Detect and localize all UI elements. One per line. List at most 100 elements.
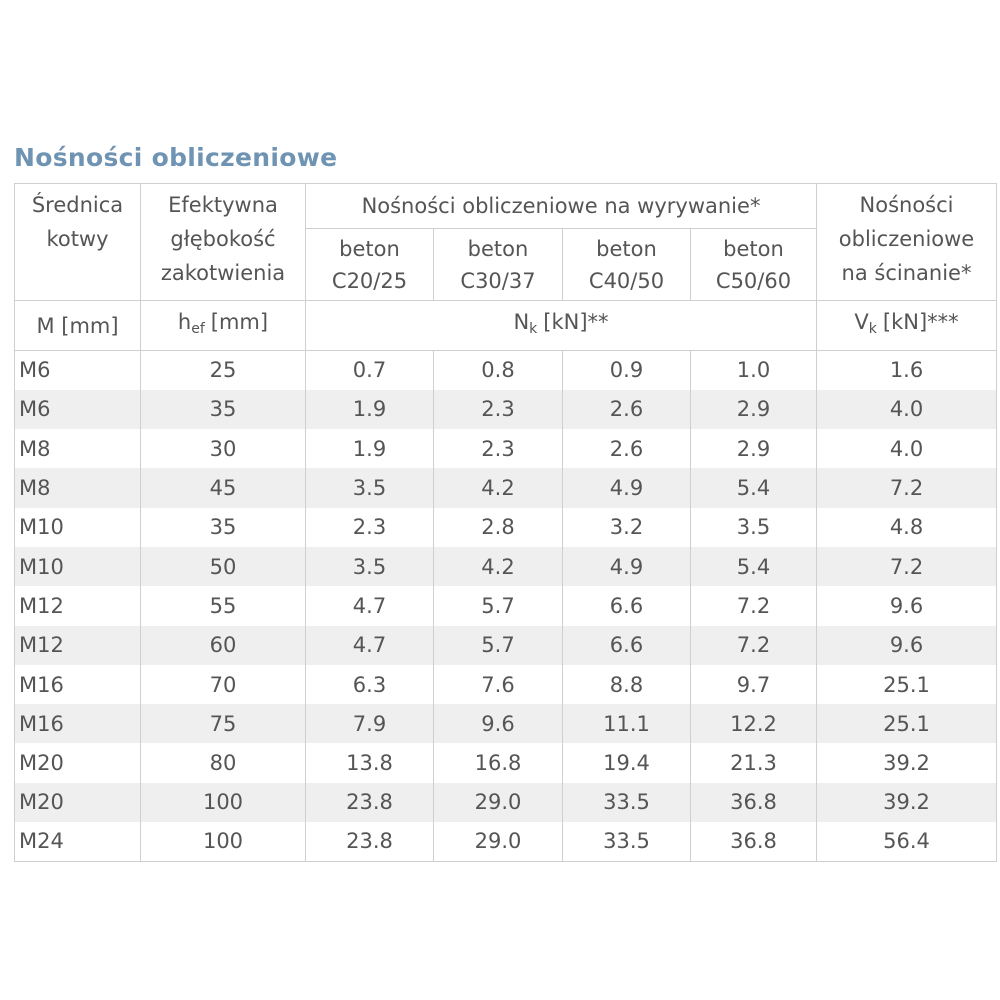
unit-text: M [mm] [36,313,119,338]
table-cell: 4.9 [562,468,691,508]
header-cell: beton C40/50 [562,228,691,301]
header-text: głębokość [170,227,276,251]
table-cell: 33.5 [562,782,691,823]
table-cell: 5.7 [433,586,563,626]
header-cell: Nośności obliczeniowe na ścinanie* [816,183,998,301]
table-cell: 4.2 [433,468,563,508]
table-cell: 7.2 [689,586,818,626]
unit-symbol: N [513,310,530,334]
table-cell: 29.0 [433,822,563,862]
table-cell: 7.2 [689,625,818,665]
table-cell: 4.0 [816,429,998,469]
table-cell: 1.0 [689,350,818,390]
table-cell: 5.7 [433,625,563,665]
table-cell: 0.9 [562,350,691,390]
header-text: Efektywna [168,193,278,217]
header-text: kotwy [46,227,109,251]
table-cell: 9.6 [816,586,998,626]
table-cell: 29.0 [433,782,563,823]
table-cell: 45 [140,468,306,508]
unit-cell: hef [mm] [140,300,306,351]
unit-cell: Nk [kN]** [304,300,818,351]
table-cell: 23.8 [305,822,434,862]
unit-subscript: ef [191,321,205,337]
unit-text: [kN]*** [882,310,959,334]
header-row: Średnica kotwy Efektywna głębokość zakotwie… [14,183,998,301]
table-cell: M8 [14,429,141,469]
header-text: C40/50 [588,268,665,293]
table-cell: 55 [140,586,306,626]
table-cell: 4.8 [816,507,998,547]
table-cell: 25.1 [816,704,998,744]
table-cell: 1.9 [305,389,434,430]
capacity-table: Średnica kotwy Efektywna głębokość zakotwie… [14,183,998,862]
table-cell: 12.2 [689,704,818,744]
table-cell: 6.3 [305,664,434,705]
table-cell: 70 [140,664,306,705]
table-cell: 60 [140,625,306,665]
table-cell: 7.2 [816,546,998,587]
table-head: Średnica kotwy Efektywna głębokość zakotwie… [14,183,998,351]
table-cell: 2.9 [689,389,818,430]
table-cell: 2.8 [433,507,563,547]
table-cell: 2.6 [562,389,691,430]
table-row: M10 35 2.3 2.8 3.2 3.5 4.8 [14,507,998,547]
table-cell: 4.7 [305,625,434,665]
table-row: M20 80 13.8 16.8 19.4 21.3 39.2 [14,743,998,783]
table-cell: 7.6 [433,664,563,705]
table-cell: 3.5 [689,507,818,547]
header-cell: beton C20/25 [305,228,434,301]
table-cell: 7.9 [305,704,434,744]
table-cell: 4.7 [305,586,434,626]
table-row: M12 55 4.7 5.7 6.6 7.2 9.6 [14,586,998,626]
table-cell: 6.6 [562,586,691,626]
unit-cell: M [mm] [14,300,141,351]
table-cell: M12 [14,586,141,626]
table-row: M10 50 3.5 4.2 4.9 5.4 7.2 [14,546,998,587]
table-cell: 23.8 [305,782,434,823]
header-cell: beton C50/60 [689,228,818,301]
table-cell: 11.1 [562,704,691,744]
table-cell: M20 [14,743,141,783]
header-text: zakotwienia [160,261,286,285]
table-row: M16 70 6.3 7.6 8.8 9.7 25.1 [14,664,998,705]
table-cell: M20 [14,782,141,823]
header-row: M [mm] hef [mm] Nk [kN]** Vk [kN]*** [14,300,998,351]
table-cell: 35 [140,389,306,430]
table-cell: M16 [14,704,141,744]
table-body: M6 25 0.7 0.8 0.9 1.0 1.6 M6 35 1.9 2.3 2.6 2.9 4.0 M8… [14,350,998,862]
table-cell: 21.3 [689,743,818,783]
table-cell: M16 [14,664,141,705]
header-text: C20/25 [331,268,408,293]
header-text: C30/37 [460,268,536,293]
table-row: M8 30 1.9 2.3 2.6 2.9 4.0 [14,429,998,469]
table-cell: 5.4 [689,468,818,508]
header-text: Nośności [859,193,954,217]
header-text: beton [596,236,657,261]
table-cell: 75 [140,704,306,744]
table-cell: M6 [14,389,141,430]
table-cell: 13.8 [305,743,434,783]
table-cell: 2.3 [433,429,563,469]
table-cell: 50 [140,546,306,587]
table-cell: 3.5 [305,468,434,508]
table-cell: 2.6 [562,429,691,469]
table-row: M20 100 23.8 29.0 33.5 36.8 39.2 [14,782,998,823]
header-text: obliczeniowe [838,227,975,251]
table-cell: 7.2 [816,468,998,508]
unit-text: [mm] [210,310,269,334]
unit-subscript: k [529,321,538,337]
header-text: beton [723,236,784,261]
table-cell: 9.7 [689,664,818,705]
table-cell: 2.3 [305,507,434,547]
table-cell: 3.5 [305,546,434,587]
table-cell: 100 [140,782,306,823]
table-cell: 39.2 [816,782,998,823]
header-text: beton [339,236,400,261]
table-cell: 36.8 [689,782,818,823]
table-cell: M10 [14,507,141,547]
table-cell: 2.3 [433,389,563,430]
table-cell: 2.9 [689,429,818,469]
header-cell: Nośności obliczeniowe na wyrywanie* [304,183,818,229]
